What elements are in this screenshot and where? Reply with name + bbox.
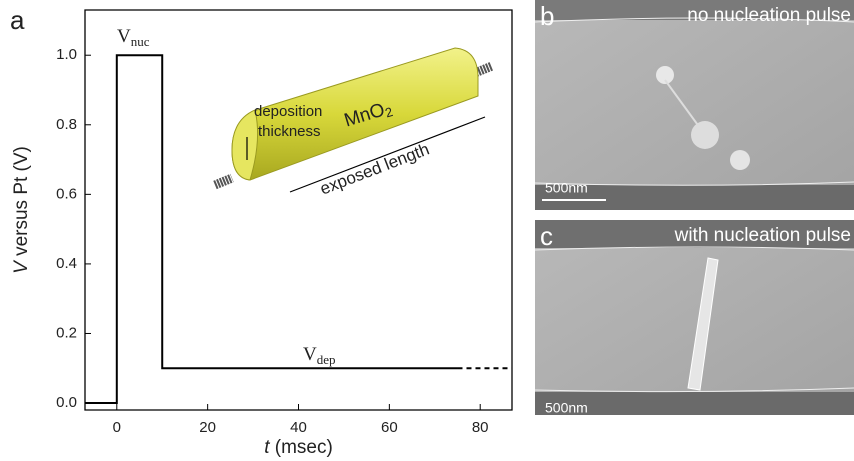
panel-label: b: [540, 1, 554, 31]
annotation: Vdep: [303, 344, 336, 367]
panel-label: a: [10, 5, 25, 35]
y-axis-label: V versus Pt (V): [11, 146, 32, 274]
panel-c-image: [535, 220, 854, 415]
panel-caption: with nucleation pulse: [674, 225, 851, 246]
y-tick-label: 0.8: [56, 116, 77, 133]
x-axis-label: t (msec): [264, 437, 333, 458]
inset-text: deposition: [254, 103, 322, 120]
annotation-sub: dep: [317, 352, 336, 367]
x-tick-label: 60: [381, 419, 398, 436]
inset-text: thickness: [258, 123, 321, 140]
x-tick-label: 20: [199, 419, 216, 436]
y-tick-label: 1.0: [56, 46, 77, 63]
scale-bar-label: 500nm: [545, 400, 588, 416]
panel-caption: no nucleation pulse: [687, 5, 851, 26]
annotation-main: V: [117, 26, 131, 47]
figure: a 0.0 0.2 0.4 0.6 0.8 1.0 0 20 40 60 80 t (msec) V ve…: [0, 0, 854, 461]
panel-label: c: [540, 221, 553, 251]
annotation: Vnuc: [117, 26, 150, 49]
y-tick-label: 0.2: [56, 324, 77, 341]
y-label-unit: versus Pt (V): [11, 146, 32, 261]
x-label-unit: (msec): [269, 437, 332, 458]
scale-bar-label: 500nm: [545, 180, 588, 196]
annotation-main: V: [303, 344, 317, 365]
y-tick-label: 0.4: [56, 255, 77, 272]
annotation-sub: nuc: [131, 34, 150, 49]
panel-b-image: [535, 0, 854, 210]
x-tick-label: 40: [290, 419, 307, 436]
y-tick-label: 0.0: [56, 394, 77, 411]
y-tick-label: 0.6: [56, 185, 77, 202]
x-tick-label: 0: [113, 419, 121, 436]
x-tick-label: 80: [472, 419, 489, 436]
